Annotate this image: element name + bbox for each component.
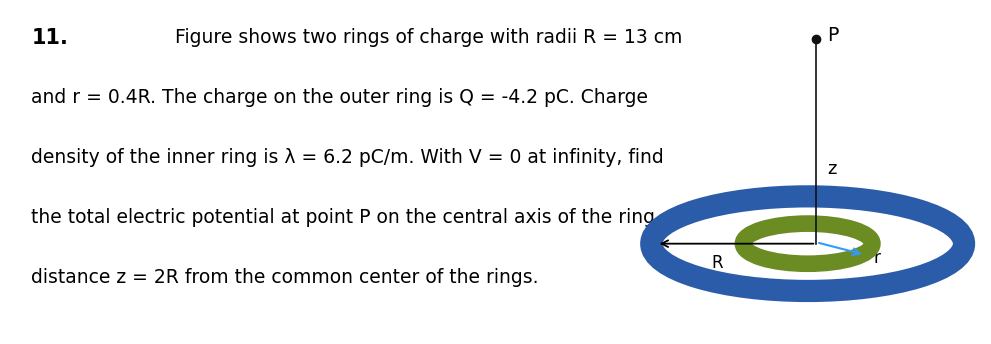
Text: and r = 0.4R. The charge on the outer ring is Q = -4.2 pC. Charge: and r = 0.4R. The charge on the outer ri… bbox=[32, 88, 648, 107]
Text: the total electric potential at point P on the central axis of the ring, at: the total electric potential at point P … bbox=[32, 208, 686, 227]
Text: distance z = 2R from the common center of the rings.: distance z = 2R from the common center o… bbox=[32, 268, 539, 287]
Text: r: r bbox=[873, 249, 880, 267]
Text: density of the inner ring is λ = 6.2 pC/m. With V = 0 at infinity, find: density of the inner ring is λ = 6.2 pC/… bbox=[32, 148, 664, 167]
Text: P: P bbox=[827, 26, 838, 45]
Text: R: R bbox=[712, 254, 722, 272]
Text: z: z bbox=[827, 160, 836, 178]
Text: 11.: 11. bbox=[32, 28, 68, 47]
Text: Figure shows two rings of charge with radii R = 13 cm: Figure shows two rings of charge with ra… bbox=[174, 28, 682, 46]
